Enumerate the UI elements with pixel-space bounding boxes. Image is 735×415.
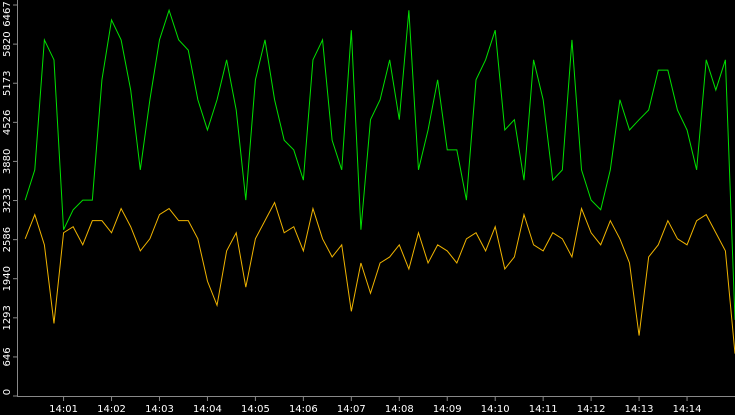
y-tick-label: 5820 — [2, 31, 13, 56]
series-line — [24, 201, 735, 354]
x-tick-label: 14:14 — [673, 404, 702, 415]
y-tick-label: 3233 — [2, 188, 13, 213]
x-tick-label: 14:11 — [529, 404, 558, 415]
x-tick-label: 14:03 — [145, 404, 174, 415]
x-tick-label: 14:02 — [97, 404, 126, 415]
x-tick-label: 14:10 — [481, 404, 510, 415]
y-tick-label: 4526 — [2, 110, 13, 135]
series-line — [24, 8, 735, 320]
y-tick-label: 1293 — [2, 305, 13, 330]
x-tick-label: 14:12 — [577, 404, 606, 415]
x-tick-label: 14:13 — [625, 404, 654, 415]
y-tick-label: 1940 — [2, 266, 13, 291]
y-tick-label: 6467 — [2, 1, 13, 26]
y-tick-label: 2586 — [2, 227, 13, 252]
x-tick-label: 14:04 — [193, 404, 222, 415]
y-tick-label: 0 — [2, 389, 13, 395]
y-tick-label: 3880 — [2, 149, 13, 174]
x-tick-label: 14:09 — [433, 404, 462, 415]
x-tick-label: 14:05 — [241, 404, 270, 415]
y-tick-label: 646 — [2, 347, 13, 366]
x-tick-label: 14:01 — [49, 404, 78, 415]
x-tick-label: 14:08 — [385, 404, 414, 415]
x-tick-label: 14:06 — [289, 404, 318, 415]
x-tick-label: 14:07 — [337, 404, 366, 415]
y-tick-label: 5173 — [2, 71, 13, 96]
